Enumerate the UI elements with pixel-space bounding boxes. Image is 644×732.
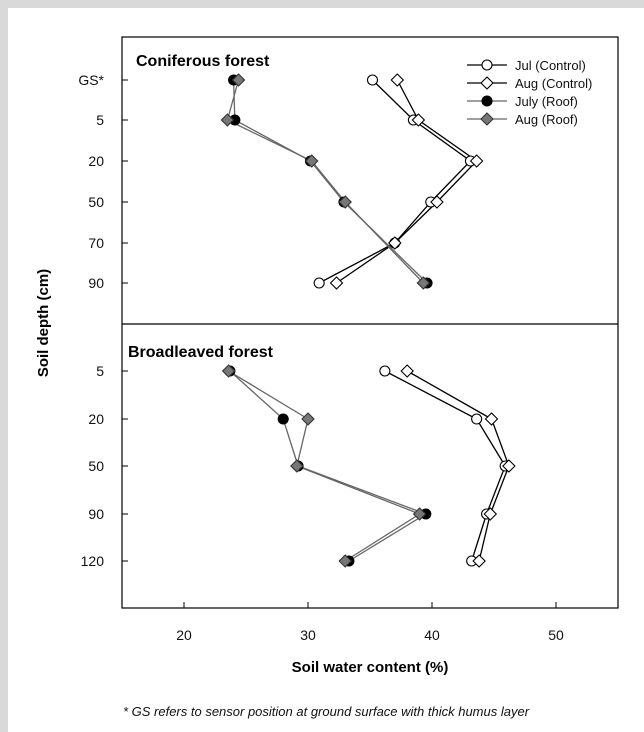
series-line (384, 370, 506, 562)
figure-frame: 20 30 40 50 Soil water content (%) Soil depth… (8, 8, 644, 732)
data-point (313, 277, 325, 289)
data-point (220, 113, 235, 127)
legend-label: July (Roof) (515, 94, 578, 109)
data-point (379, 365, 391, 377)
y-tick-label: 20 (88, 153, 104, 169)
legend-label: Aug (Control) (515, 76, 592, 91)
y-tick-label: 20 (88, 411, 104, 427)
data-point (390, 73, 405, 87)
legend-marker (481, 59, 493, 71)
y-tick-label: 90 (88, 506, 104, 522)
data-point (412, 507, 427, 521)
data-point (366, 74, 379, 86)
y-tick-label: 50 (88, 458, 104, 474)
panel-title: Broadleaved forest (128, 344, 274, 361)
data-point (483, 507, 498, 521)
series-line (228, 370, 422, 562)
data-point (301, 412, 315, 426)
data-point (329, 276, 344, 290)
series-line (226, 79, 424, 284)
series-line (318, 79, 472, 284)
y-tick-label: 70 (88, 235, 104, 251)
series-line (336, 79, 478, 284)
data-point (484, 412, 499, 426)
x-axis-title: Soil water content (%) (292, 659, 449, 676)
x-tick-label: 40 (424, 627, 440, 643)
data-point (388, 236, 402, 250)
legend-label: Aug (Roof) (515, 112, 578, 127)
data-point (277, 413, 289, 425)
data-point (338, 554, 352, 568)
y-tick-label: GS* (78, 72, 104, 88)
y-tick-label: 50 (88, 194, 104, 210)
plot-frame (121, 36, 619, 609)
legend-marker (480, 76, 494, 90)
data-point (472, 554, 486, 568)
x-tick-label: 30 (300, 627, 316, 643)
legend-marker (481, 95, 493, 107)
soil-water-chart: 20 30 40 50 Soil water content (%) Soil depth… (35, 36, 619, 719)
y-tick-label: 90 (88, 275, 104, 291)
series-line (232, 79, 428, 284)
data-point (416, 276, 431, 290)
data-point (471, 413, 483, 425)
y-tick-label: 5 (96, 363, 104, 379)
series-line (406, 370, 510, 562)
data-point (231, 73, 246, 87)
y-axis-title: Soil depth (cm) (35, 269, 52, 377)
legend-label: Jul (Control) (515, 58, 586, 73)
series-line (229, 370, 428, 562)
data-point (400, 364, 414, 378)
data-point (290, 459, 304, 473)
data-point (469, 154, 484, 168)
data-point (304, 154, 319, 168)
y-tick-label: 5 (96, 112, 104, 128)
data-point (502, 459, 516, 473)
data-point (221, 364, 236, 378)
footnote: * GS refers to sensor position at ground… (123, 704, 530, 719)
data-point (411, 113, 426, 127)
data-point (430, 195, 444, 209)
panel-title: Coniferous forest (136, 53, 270, 70)
x-tick-label: 20 (176, 627, 192, 643)
x-tick-label: 50 (548, 627, 564, 643)
data-point (338, 195, 352, 209)
legend-marker (480, 112, 494, 126)
y-tick-label: 120 (81, 553, 105, 569)
